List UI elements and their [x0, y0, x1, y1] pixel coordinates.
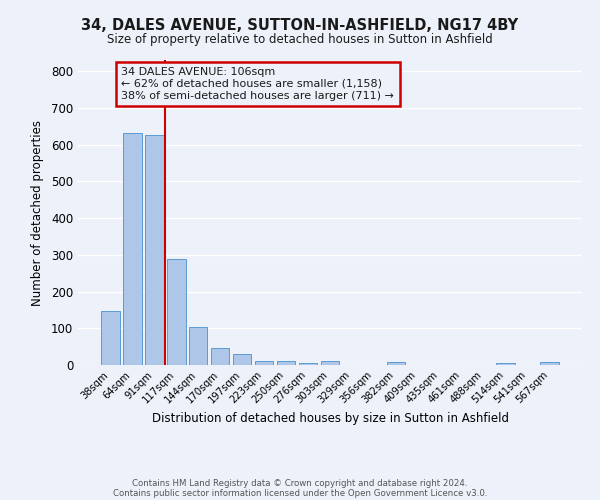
Bar [167, 259, 185, 365]
Bar [211, 348, 229, 365]
X-axis label: Distribution of detached houses by size in Sutton in Ashfield: Distribution of detached houses by size … [151, 412, 509, 426]
Bar [101, 310, 119, 365]
Bar [496, 363, 515, 365]
Bar [277, 362, 295, 365]
Text: Contains public sector information licensed under the Open Government Licence v3: Contains public sector information licen… [113, 488, 487, 498]
Bar [541, 362, 559, 365]
Text: 34, DALES AVENUE, SUTTON-IN-ASHFIELD, NG17 4BY: 34, DALES AVENUE, SUTTON-IN-ASHFIELD, NG… [82, 18, 518, 32]
Text: Contains HM Land Registry data © Crown copyright and database right 2024.: Contains HM Land Registry data © Crown c… [132, 478, 468, 488]
Bar [386, 362, 405, 365]
Bar [255, 361, 274, 365]
Text: 34 DALES AVENUE: 106sqm
← 62% of detached houses are smaller (1,158)
38% of semi: 34 DALES AVENUE: 106sqm ← 62% of detache… [121, 68, 394, 100]
Bar [233, 354, 251, 365]
Bar [123, 133, 142, 365]
Bar [299, 363, 317, 365]
Bar [320, 362, 340, 365]
Bar [145, 134, 164, 365]
Y-axis label: Number of detached properties: Number of detached properties [31, 120, 44, 306]
Text: Size of property relative to detached houses in Sutton in Ashfield: Size of property relative to detached ho… [107, 32, 493, 46]
Bar [189, 327, 208, 365]
